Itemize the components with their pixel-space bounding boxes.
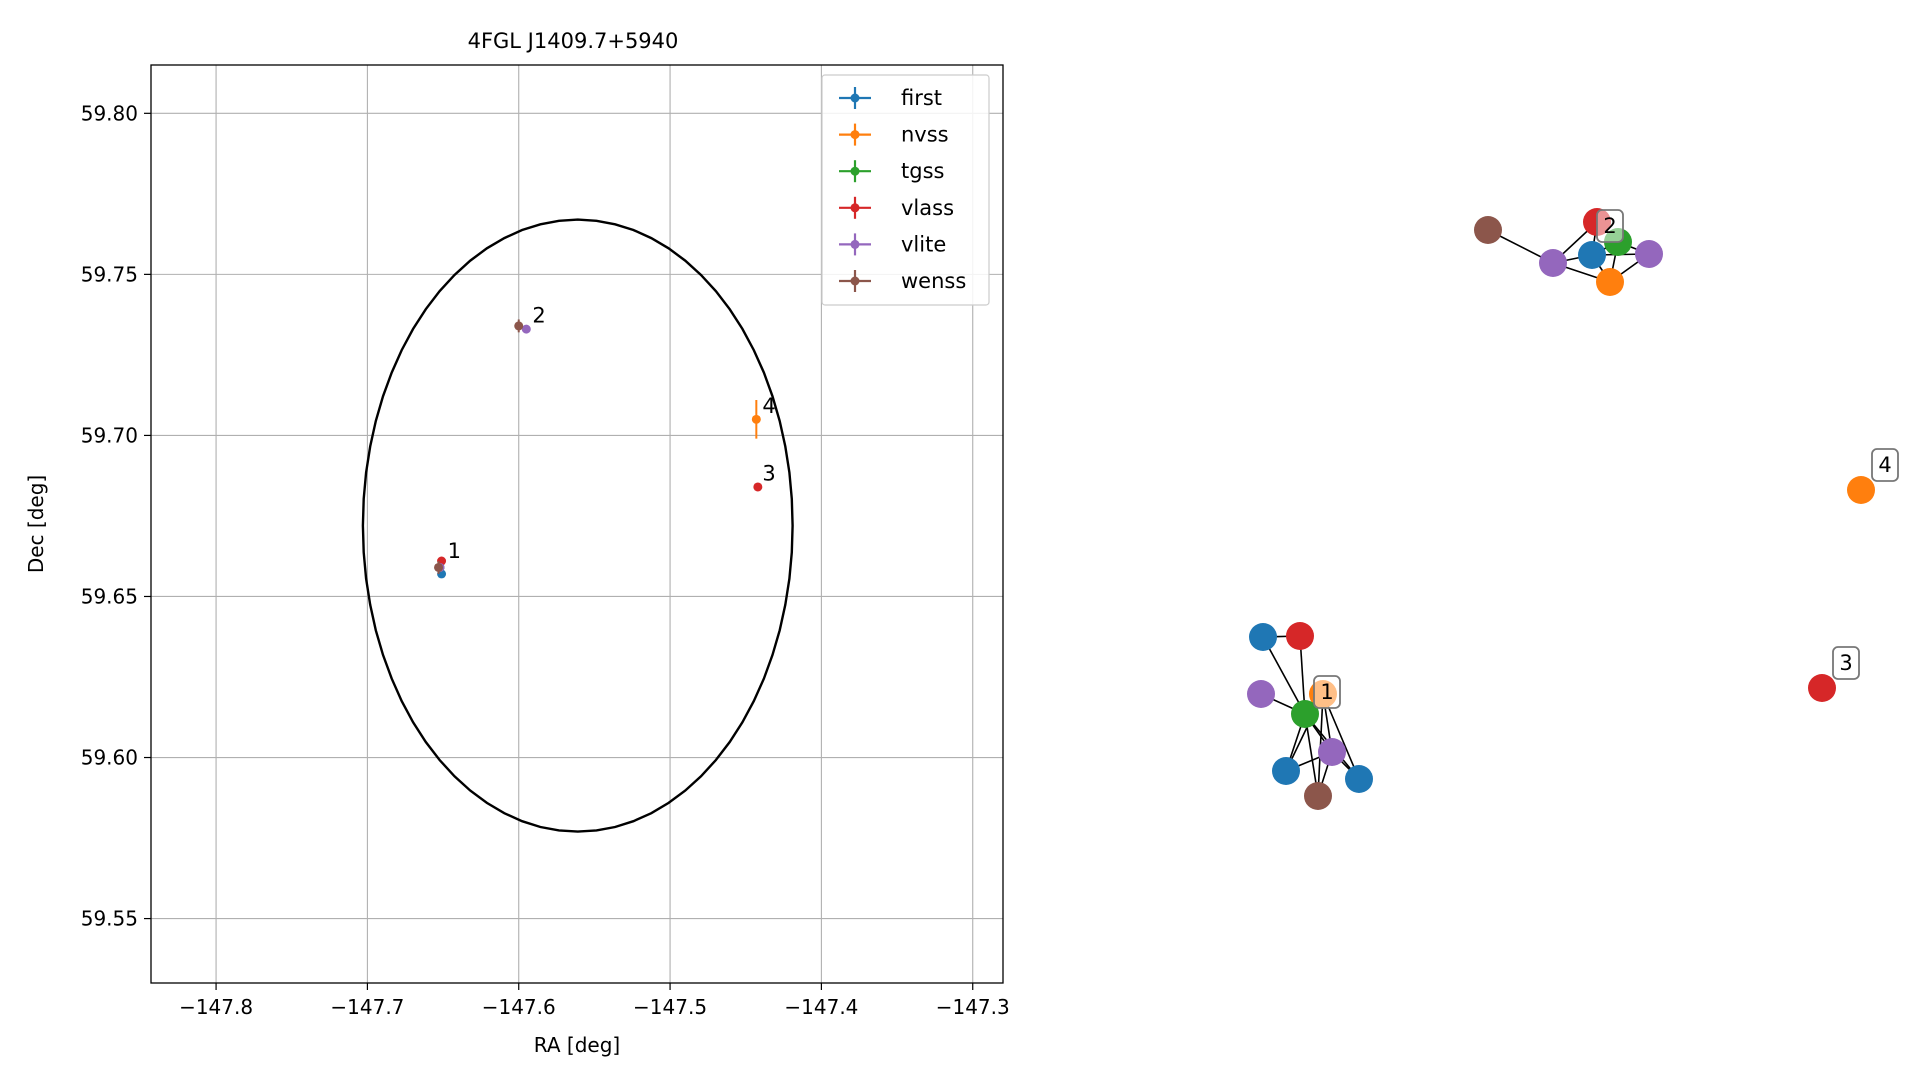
marker	[434, 562, 444, 572]
network-node-g1-blue-b	[1272, 757, 1300, 785]
network-node-g2-purple-b	[1635, 240, 1663, 268]
plot-frame	[150, 64, 1004, 984]
legend-entry-nvss: nvss	[839, 123, 949, 147]
network-label-2: 2	[1596, 209, 1624, 243]
legend: first nvss tgss vlass vlite wenss	[821, 74, 990, 306]
point-label: 3	[762, 462, 775, 486]
legend-label: vlite	[901, 232, 946, 256]
x-tick-label: −147.5	[633, 995, 707, 1019]
network-node-g2-brown	[1474, 216, 1502, 244]
point-label: 2	[532, 304, 545, 328]
data-points	[434, 319, 763, 579]
network-node-g1-brown	[1304, 782, 1332, 810]
x-tick-label: −147.4	[784, 995, 858, 1019]
legend-label: tgss	[901, 159, 944, 183]
data-point-wenss	[514, 319, 524, 333]
network-node-g1-green	[1291, 700, 1319, 728]
x-axis-label: RA [deg]	[534, 1033, 620, 1057]
y-tick-label: 59.60	[81, 746, 138, 770]
legend-entries: first nvss tgss vlass vlite wenss	[839, 86, 966, 293]
network-node-g3-red	[1808, 674, 1836, 702]
legend-label: nvss	[901, 123, 949, 147]
marker	[521, 324, 531, 334]
legend-entry-tgss: tgss	[839, 159, 944, 183]
marker	[751, 414, 761, 424]
legend-marker-dot	[850, 130, 860, 140]
label-box	[1313, 675, 1341, 709]
y-axis-label: Dec [deg]	[24, 475, 48, 573]
label-text: 1	[1320, 680, 1333, 704]
y-tick-label: 59.65	[81, 584, 138, 608]
legend-label: vlass	[901, 196, 954, 220]
error-ellipse-layer	[361, 218, 794, 833]
network-edge	[1262, 636, 1306, 715]
legend-marker-dot	[850, 93, 860, 103]
network-node-g2-purple-a	[1539, 249, 1567, 277]
x-tick-label: −147.6	[482, 995, 556, 1019]
network-node-g1-red	[1286, 622, 1314, 650]
legend-entry-wenss: wenss	[839, 269, 966, 293]
data-point-vlite	[521, 324, 531, 334]
legend-entry-vlite: vlite	[839, 232, 946, 256]
network-nodes	[1247, 208, 1875, 810]
x-tick-label: −147.3	[936, 995, 1010, 1019]
x-tick-label: −147.7	[330, 995, 404, 1019]
data-point-wenss	[434, 561, 444, 574]
network-node-g1-purple-b	[1318, 738, 1346, 766]
label-box	[1832, 646, 1860, 680]
network-node-g1-blue-c	[1345, 765, 1373, 793]
data-point-vlass	[753, 482, 763, 492]
legend-label: wenss	[901, 269, 966, 293]
marker	[753, 482, 763, 492]
point-label: 1	[448, 539, 461, 563]
point-label: 4	[762, 394, 775, 418]
label-text: 2	[1603, 214, 1616, 238]
marker	[514, 321, 524, 331]
uncertainty-ellipse	[361, 218, 794, 833]
legend-label: first	[901, 86, 942, 110]
chart-title: 4FGL J1409.7+5940	[468, 29, 679, 53]
legend-marker-dot	[850, 239, 860, 249]
data-point-nvss	[751, 399, 761, 439]
y-tick-label: 59.70	[81, 423, 138, 447]
legend-marker-dot	[850, 276, 860, 286]
network-label-1: 1	[1313, 675, 1341, 709]
y-tick-label: 59.55	[81, 907, 138, 931]
point-annotations: 1 2 4 3	[448, 304, 776, 563]
legend-marker-dot	[850, 203, 860, 213]
legend-entry-first: first	[839, 86, 942, 110]
network-node-g1-purple-a	[1247, 680, 1275, 708]
network-node-g1-blue-a	[1249, 623, 1277, 651]
network-label-3: 3	[1832, 646, 1860, 680]
network-label-4: 4	[1871, 448, 1899, 482]
legend-frame	[821, 74, 990, 306]
label-text: 4	[1878, 453, 1891, 477]
legend-marker-dot	[850, 166, 860, 176]
network-labels: 1 2 4 3	[1313, 209, 1899, 709]
network-node-g4-orange	[1847, 476, 1875, 504]
label-text: 3	[1839, 651, 1852, 675]
legend-entry-vlass: vlass	[839, 196, 954, 220]
network-node-g2-blue	[1578, 241, 1606, 269]
label-box	[1871, 448, 1899, 482]
y-tick-label: 59.80	[81, 101, 138, 125]
x-tick-label: −147.8	[179, 995, 253, 1019]
y-axis-ticks: 59.55 59.60 59.65 59.70 59.75 59.80	[81, 101, 151, 931]
y-tick-label: 59.75	[81, 262, 138, 286]
label-box	[1596, 209, 1624, 243]
network-panel: 1 2 4 3	[1247, 208, 1899, 810]
x-axis-ticks: −147.8 −147.7 −147.6 −147.5 −147.4 −147.3	[179, 983, 1010, 1019]
network-node-g2-orange	[1596, 268, 1624, 296]
